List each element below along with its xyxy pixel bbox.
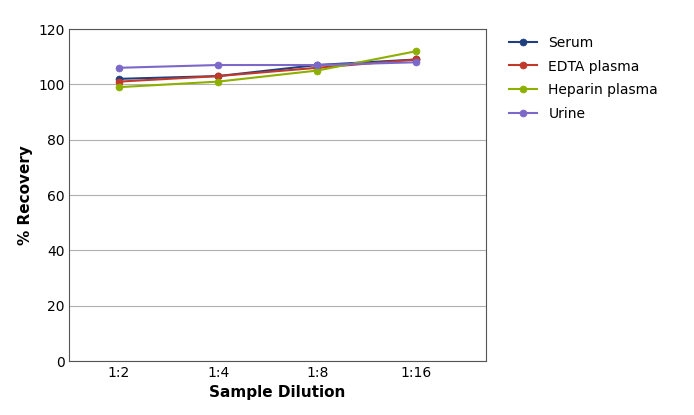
Urine [313,63,321,68]
X-axis label: Sample Dilution: Sample Dilution [210,386,346,400]
Y-axis label: % Recovery: % Recovery [17,145,33,245]
Heparin plasma [214,79,222,84]
Serum [412,57,421,62]
EDTA plasma [412,57,421,62]
Serum [115,76,123,81]
Line: Urine: Urine [115,59,420,71]
EDTA plasma [115,79,123,84]
EDTA plasma [214,73,222,78]
Line: EDTA plasma: EDTA plasma [115,56,420,85]
Serum [313,63,321,68]
Urine [214,63,222,68]
Line: Heparin plasma: Heparin plasma [115,48,420,90]
Heparin plasma [115,85,123,90]
Heparin plasma [313,68,321,73]
Urine [412,60,421,65]
Urine [115,65,123,70]
EDTA plasma [313,65,321,70]
Heparin plasma [412,49,421,54]
Serum [214,73,222,78]
Line: Serum: Serum [115,56,420,82]
Legend: Serum, EDTA plasma, Heparin plasma, Urine: Serum, EDTA plasma, Heparin plasma, Urin… [509,36,658,121]
